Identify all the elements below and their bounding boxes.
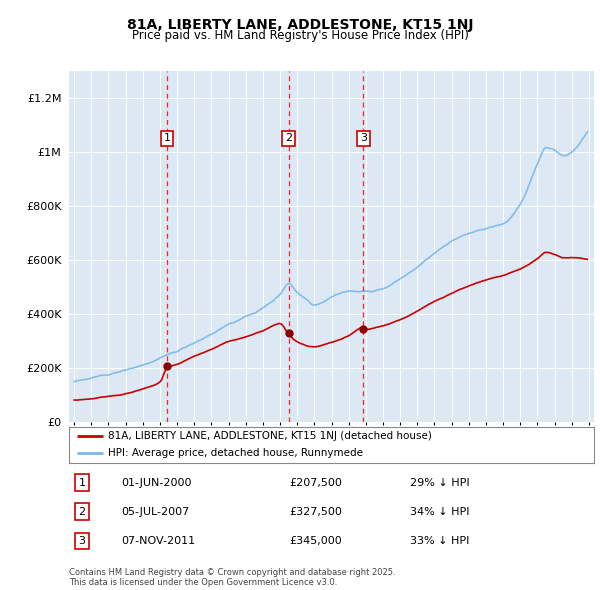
Text: 34% ↓ HPI: 34% ↓ HPI — [410, 507, 470, 517]
Text: HPI: Average price, detached house, Runnymede: HPI: Average price, detached house, Runn… — [109, 448, 364, 458]
Text: 33% ↓ HPI: 33% ↓ HPI — [410, 536, 470, 546]
Text: Price paid vs. HM Land Registry's House Price Index (HPI): Price paid vs. HM Land Registry's House … — [131, 30, 469, 42]
Text: 29% ↓ HPI: 29% ↓ HPI — [410, 477, 470, 487]
Text: 1: 1 — [79, 477, 86, 487]
Text: 3: 3 — [360, 133, 367, 143]
Text: 3: 3 — [79, 536, 86, 546]
Text: 81A, LIBERTY LANE, ADDLESTONE, KT15 1NJ (detached house): 81A, LIBERTY LANE, ADDLESTONE, KT15 1NJ … — [109, 431, 432, 441]
Text: 2: 2 — [285, 133, 292, 143]
Text: 81A, LIBERTY LANE, ADDLESTONE, KT15 1NJ: 81A, LIBERTY LANE, ADDLESTONE, KT15 1NJ — [127, 18, 473, 32]
Text: 01-JUN-2000: 01-JUN-2000 — [121, 477, 192, 487]
Text: £345,000: £345,000 — [290, 536, 342, 546]
Text: 1: 1 — [164, 133, 170, 143]
Text: 05-JUL-2007: 05-JUL-2007 — [121, 507, 190, 517]
Text: 07-NOV-2011: 07-NOV-2011 — [121, 536, 196, 546]
Text: Contains HM Land Registry data © Crown copyright and database right 2025.
This d: Contains HM Land Registry data © Crown c… — [69, 568, 395, 587]
Text: 2: 2 — [79, 507, 86, 517]
Text: £327,500: £327,500 — [290, 507, 343, 517]
Text: £207,500: £207,500 — [290, 477, 343, 487]
